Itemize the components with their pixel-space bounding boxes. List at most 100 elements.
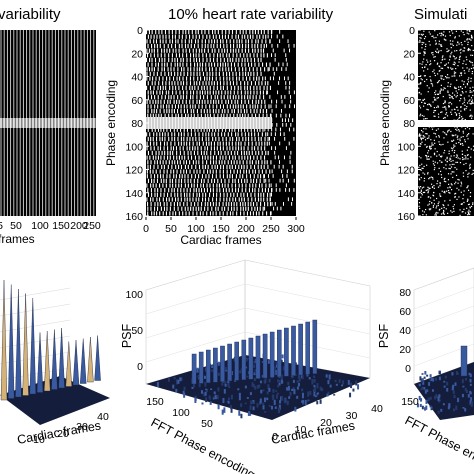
noise-cell <box>282 366 285 371</box>
sample <box>175 53 177 58</box>
sample <box>256 85 258 90</box>
noise-cell <box>314 387 317 392</box>
sample <box>211 30 214 35</box>
sample <box>456 161 459 163</box>
sample <box>219 146 222 151</box>
sample <box>214 62 216 67</box>
sample <box>192 141 194 146</box>
sample <box>204 197 207 202</box>
sample <box>471 99 473 101</box>
sample <box>459 100 461 102</box>
sample <box>206 188 208 193</box>
sample <box>429 187 431 190</box>
sample <box>215 109 217 114</box>
sample <box>442 95 444 98</box>
sample <box>149 132 151 137</box>
sample <box>463 101 465 103</box>
sparse-sample <box>271 123 273 127</box>
sample <box>421 187 423 189</box>
sample <box>189 48 191 53</box>
sample <box>230 62 232 67</box>
sample <box>248 99 250 104</box>
sample <box>212 136 214 142</box>
sample <box>435 136 437 138</box>
sample <box>229 211 232 216</box>
sample <box>444 192 446 194</box>
sample <box>255 160 257 165</box>
sample <box>463 34 465 36</box>
sample <box>157 95 159 100</box>
sample <box>461 203 463 205</box>
sample <box>239 113 241 118</box>
noise-cell <box>313 379 316 383</box>
sample <box>173 169 175 174</box>
sample <box>433 199 435 201</box>
sample <box>264 160 266 165</box>
sample <box>448 49 450 51</box>
noise-cell <box>357 384 360 390</box>
sample <box>234 85 236 90</box>
sparse-sample <box>283 155 285 160</box>
sample <box>455 30 457 32</box>
sample <box>451 43 453 45</box>
sample <box>464 155 466 157</box>
noise-cell <box>297 374 300 379</box>
sample <box>182 48 184 53</box>
sample <box>164 30 167 35</box>
sample <box>168 113 170 118</box>
sample <box>455 90 457 92</box>
noise-cell <box>275 394 278 399</box>
sample <box>209 183 211 188</box>
sample <box>455 161 457 163</box>
sample <box>464 109 466 111</box>
noise-cell <box>455 405 458 411</box>
sparse-sample <box>264 206 266 211</box>
sample <box>257 30 259 35</box>
sample <box>436 63 438 65</box>
noise-cell <box>350 382 353 389</box>
sample <box>458 196 460 198</box>
sample <box>459 49 461 51</box>
sample <box>458 89 460 91</box>
sample <box>458 179 460 181</box>
noise-cell <box>321 388 324 392</box>
sample <box>444 132 446 134</box>
sample <box>435 213 437 215</box>
sample <box>238 76 240 81</box>
sample <box>238 95 240 100</box>
sample <box>230 90 232 95</box>
sparse-sample <box>283 202 285 206</box>
sparse-sample <box>285 57 287 62</box>
sample <box>254 136 256 142</box>
sample <box>248 141 250 146</box>
sample <box>442 212 444 214</box>
noise-cell <box>246 375 249 378</box>
sample <box>171 178 174 183</box>
panel3-title: Simulati <box>414 6 467 23</box>
sample <box>255 113 257 118</box>
sample <box>255 211 258 216</box>
y-tick-label: 60 <box>399 306 411 318</box>
sample <box>156 34 158 39</box>
sample <box>447 179 450 181</box>
sample <box>153 67 155 72</box>
sparse-sample <box>285 113 287 118</box>
noise-cell <box>316 392 319 395</box>
sample <box>425 128 427 130</box>
sample <box>251 141 253 146</box>
sample <box>226 169 228 174</box>
sample <box>226 48 228 53</box>
sample <box>421 43 423 46</box>
sample <box>156 141 158 146</box>
sample <box>251 150 253 156</box>
noise-cell <box>314 395 317 398</box>
sample <box>246 211 249 216</box>
sample <box>463 158 465 160</box>
sample <box>220 150 222 156</box>
sample <box>219 155 221 160</box>
sample <box>205 104 207 109</box>
sample <box>424 36 427 38</box>
noise-cell <box>263 379 266 384</box>
sample <box>443 180 446 182</box>
sample <box>199 211 201 216</box>
